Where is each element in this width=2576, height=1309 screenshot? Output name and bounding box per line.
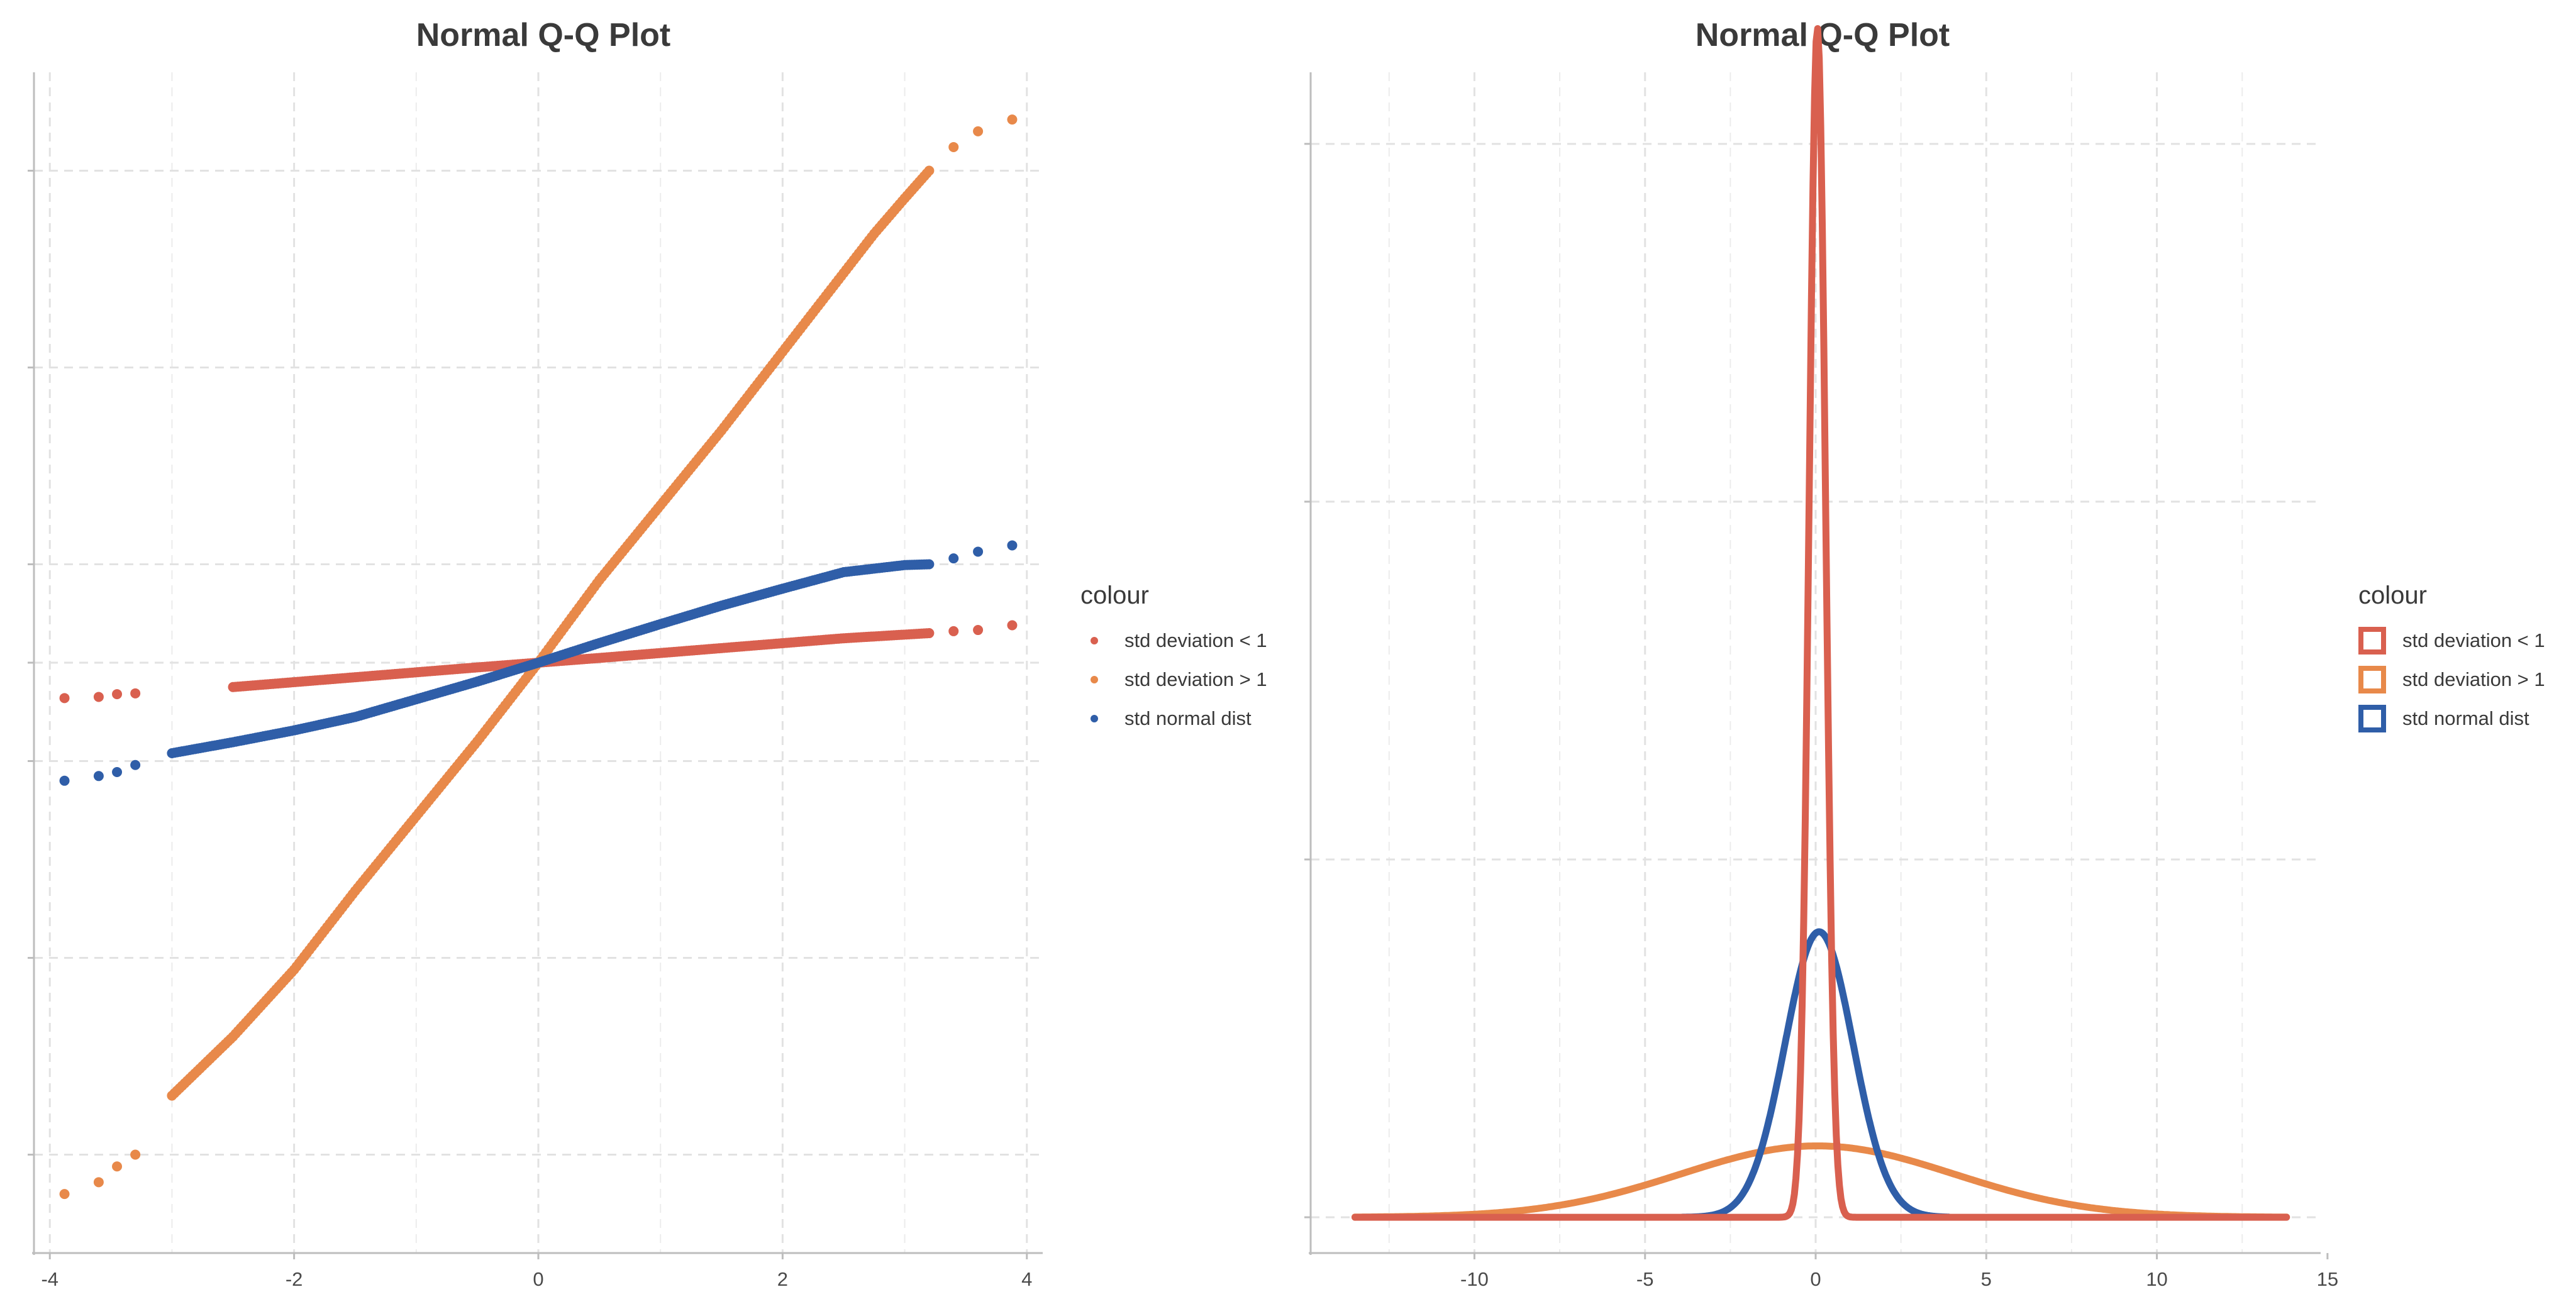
data-point (924, 559, 935, 570)
legend-item: std deviation < 1 (1080, 621, 1267, 660)
data-point (112, 767, 123, 778)
chart-title: Normal Q-Q Plot (416, 17, 671, 53)
x-tick-label: -10 (1460, 1268, 1489, 1290)
data-point (59, 775, 70, 786)
data-point (1007, 114, 1018, 125)
legend-item: std normal dist (1080, 699, 1267, 738)
data-point (924, 165, 935, 176)
legend-label: std deviation < 1 (2402, 629, 2545, 651)
x-tick-label: 10 (2146, 1268, 2167, 1290)
x-tick-label: 15 (2317, 1268, 2338, 1290)
x-tick-label: 2 (777, 1268, 788, 1290)
data-point (1007, 540, 1018, 551)
series-points (59, 540, 1018, 786)
legend-title: colour (2358, 582, 2427, 609)
legend-key (2358, 627, 2386, 654)
legend-dot (1091, 637, 1098, 644)
data-point (130, 688, 141, 699)
density-line (1679, 928, 1953, 1221)
legend-title: colour (1080, 582, 1149, 609)
data-point (59, 693, 70, 704)
legend-swatch (2358, 705, 2386, 732)
density-line (1352, 25, 2290, 1221)
density-plot-area: -10 -5 0 5 10 15 (1304, 25, 2338, 1290)
data-point (112, 1161, 123, 1172)
legend-dot (1091, 676, 1098, 683)
legend-swatch (2358, 666, 2386, 693)
grid (34, 72, 1043, 1253)
x-tick-label: 0 (1810, 1268, 1821, 1290)
density-line (1352, 1142, 2290, 1221)
data-point (112, 689, 123, 700)
data-point (948, 141, 959, 152)
data-point (130, 759, 141, 770)
data-point (93, 771, 104, 782)
x-tick-label: 0 (533, 1268, 543, 1290)
data-point (924, 628, 935, 639)
x-tick-label: -2 (286, 1268, 303, 1290)
legend-dot (1091, 715, 1098, 722)
legend-item: std deviation < 1 (2358, 621, 2545, 660)
data-point (948, 553, 959, 564)
legend-label: std deviation > 1 (2402, 668, 2545, 690)
legend-label: std deviation < 1 (1124, 629, 1267, 651)
data-point (948, 626, 959, 636)
legend-key (1080, 666, 1108, 693)
legend-label: std normal dist (1124, 707, 1252, 729)
qq-plot-area: -4 -2 0 2 4 (28, 72, 1043, 1290)
legend: colour std deviation < 1 std deviation >… (1080, 582, 1267, 738)
density-plot-panel: Normal Q-Q Plot -10 -5 0 5 10 15 colour std d… (1288, 0, 2576, 1309)
legend-key (1080, 627, 1108, 654)
legend-label: std deviation > 1 (1124, 668, 1267, 690)
qq-plot-panel: Normal Q-Q Plot -4 -2 0 2 4 colour std devia… (28, 17, 1267, 1290)
x-tick-label: -4 (41, 1268, 58, 1290)
grid (1311, 72, 2321, 1253)
data-point (130, 1149, 141, 1160)
legend: colour std deviation < 1 std deviation >… (2358, 582, 2545, 738)
legend-item: std normal dist (2358, 699, 2545, 738)
data-point (973, 546, 984, 557)
legend-key (2358, 666, 2386, 693)
legend-item: std deviation > 1 (2358, 660, 2545, 699)
legend-swatch (2358, 627, 2386, 654)
series-points (59, 114, 1018, 1200)
legend-key (1080, 705, 1108, 732)
data-point (973, 625, 984, 636)
data-point (93, 692, 104, 702)
data-point (973, 126, 984, 136)
x-tick-label: -5 (1636, 1268, 1654, 1290)
x-tick-label: 5 (1981, 1268, 1992, 1290)
legend-item: std deviation > 1 (1080, 660, 1267, 699)
legend-key (2358, 705, 2386, 732)
data-point (59, 1189, 70, 1200)
x-tick-label: 4 (1021, 1268, 1032, 1290)
data-point (93, 1177, 104, 1188)
data-point (1007, 620, 1018, 631)
legend-label: std normal dist (2402, 707, 2529, 729)
chart-title: Normal Q-Q Plot (1695, 17, 1950, 53)
